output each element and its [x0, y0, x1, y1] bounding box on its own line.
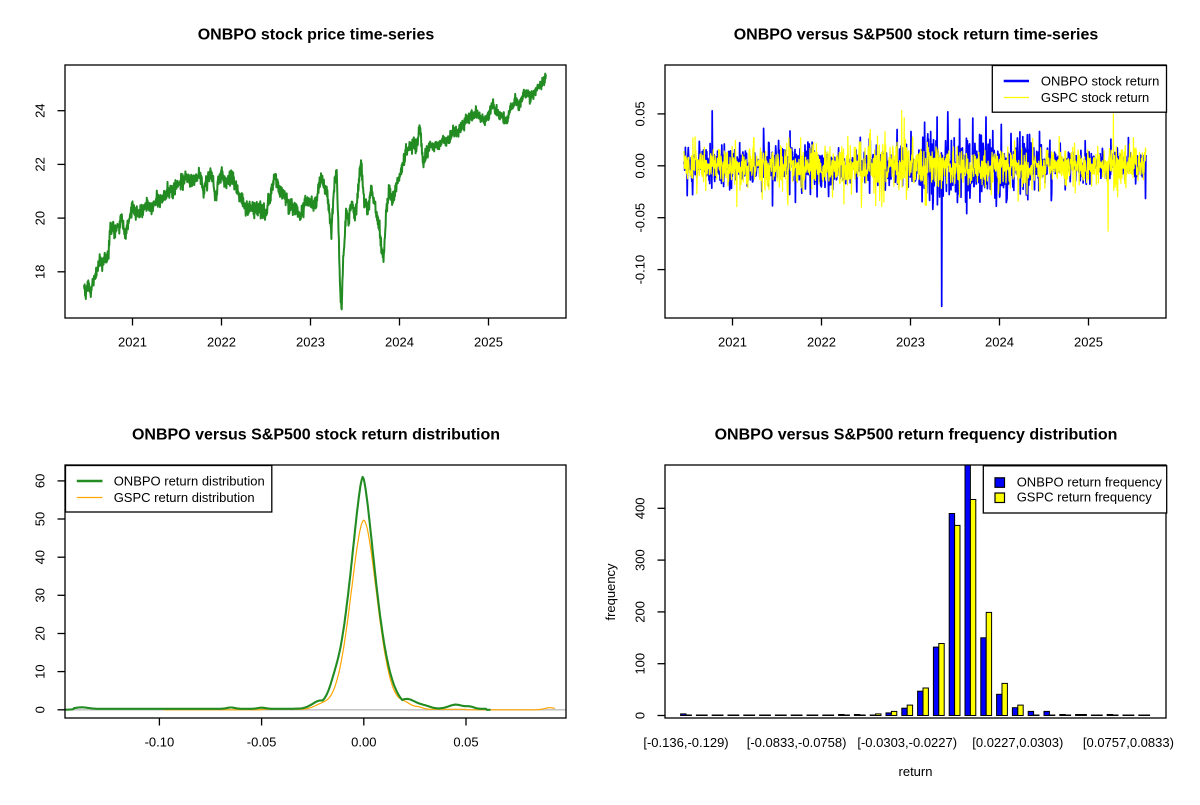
- svg-text:2022: 2022: [207, 335, 236, 350]
- svg-text:0: 0: [633, 712, 648, 719]
- svg-text:0.00: 0.00: [633, 153, 648, 178]
- svg-text:[-0.136,-0.129): [-0.136,-0.129): [643, 735, 728, 750]
- svg-text:return: return: [899, 764, 933, 779]
- svg-text:10: 10: [33, 664, 48, 678]
- svg-text:ONBPO versus S&P500 stock retu: ONBPO versus S&P500 stock return distrib…: [132, 427, 500, 444]
- svg-text:[-0.0303,-0.0227): [-0.0303,-0.0227): [857, 735, 957, 750]
- svg-text:2023: 2023: [896, 335, 925, 350]
- svg-text:40: 40: [33, 550, 48, 564]
- svg-text:0: 0: [33, 706, 48, 713]
- svg-text:60: 60: [33, 474, 48, 488]
- svg-text:ONBPO return distribution: ONBPO return distribution: [114, 474, 265, 489]
- svg-text:0.00: 0.00: [351, 735, 376, 750]
- svg-text:2024: 2024: [985, 335, 1014, 350]
- svg-text:30: 30: [33, 588, 48, 602]
- svg-text:2023: 2023: [296, 335, 325, 350]
- svg-text:frequency: frequency: [603, 563, 618, 621]
- svg-text:20: 20: [33, 626, 48, 640]
- svg-text:-0.05: -0.05: [247, 735, 277, 750]
- svg-text:2025: 2025: [474, 335, 503, 350]
- svg-text:20: 20: [33, 211, 48, 225]
- svg-text:400: 400: [633, 497, 648, 519]
- svg-text:GSPC stock return: GSPC stock return: [1041, 90, 1149, 105]
- svg-text:2024: 2024: [385, 335, 414, 350]
- svg-text:ONBPO stock price time-series: ONBPO stock price time-series: [198, 27, 435, 44]
- svg-text:2022: 2022: [807, 335, 836, 350]
- svg-text:ONBPO stock return: ONBPO stock return: [1041, 74, 1159, 89]
- svg-text:-0.05: -0.05: [633, 203, 648, 233]
- svg-text:-0.10: -0.10: [145, 735, 175, 750]
- svg-text:[0.0227,0.0303): [0.0227,0.0303): [972, 735, 1063, 750]
- svg-text:300: 300: [633, 549, 648, 571]
- svg-text:0.05: 0.05: [453, 735, 478, 750]
- svg-text:GSPC return distribution: GSPC return distribution: [114, 490, 255, 505]
- svg-text:2025: 2025: [1074, 335, 1103, 350]
- svg-text:[0.0757,0.0833): [0.0757,0.0833): [1083, 735, 1174, 750]
- svg-text:22: 22: [33, 157, 48, 171]
- svg-text:ONBPO return frequency: ONBPO return frequency: [1017, 475, 1163, 490]
- svg-text:18: 18: [33, 265, 48, 279]
- svg-text:100: 100: [633, 653, 648, 675]
- svg-text:-0.10: -0.10: [633, 255, 648, 285]
- svg-text:200: 200: [633, 601, 648, 623]
- svg-text:GSPC return frequency: GSPC return frequency: [1017, 490, 1153, 505]
- svg-text:ONBPO versus S&P500 return fre: ONBPO versus S&P500 return frequency dis…: [715, 427, 1118, 444]
- svg-text:0.05: 0.05: [633, 101, 648, 126]
- svg-text:ONBPO versus S&P500 stock retu: ONBPO versus S&P500 stock return time-se…: [734, 27, 1099, 44]
- svg-text:24: 24: [33, 103, 48, 117]
- svg-text:2021: 2021: [118, 335, 147, 350]
- svg-text:2021: 2021: [718, 335, 747, 350]
- svg-text:50: 50: [33, 512, 48, 526]
- svg-text:[-0.0833,-0.0758): [-0.0833,-0.0758): [747, 735, 847, 750]
